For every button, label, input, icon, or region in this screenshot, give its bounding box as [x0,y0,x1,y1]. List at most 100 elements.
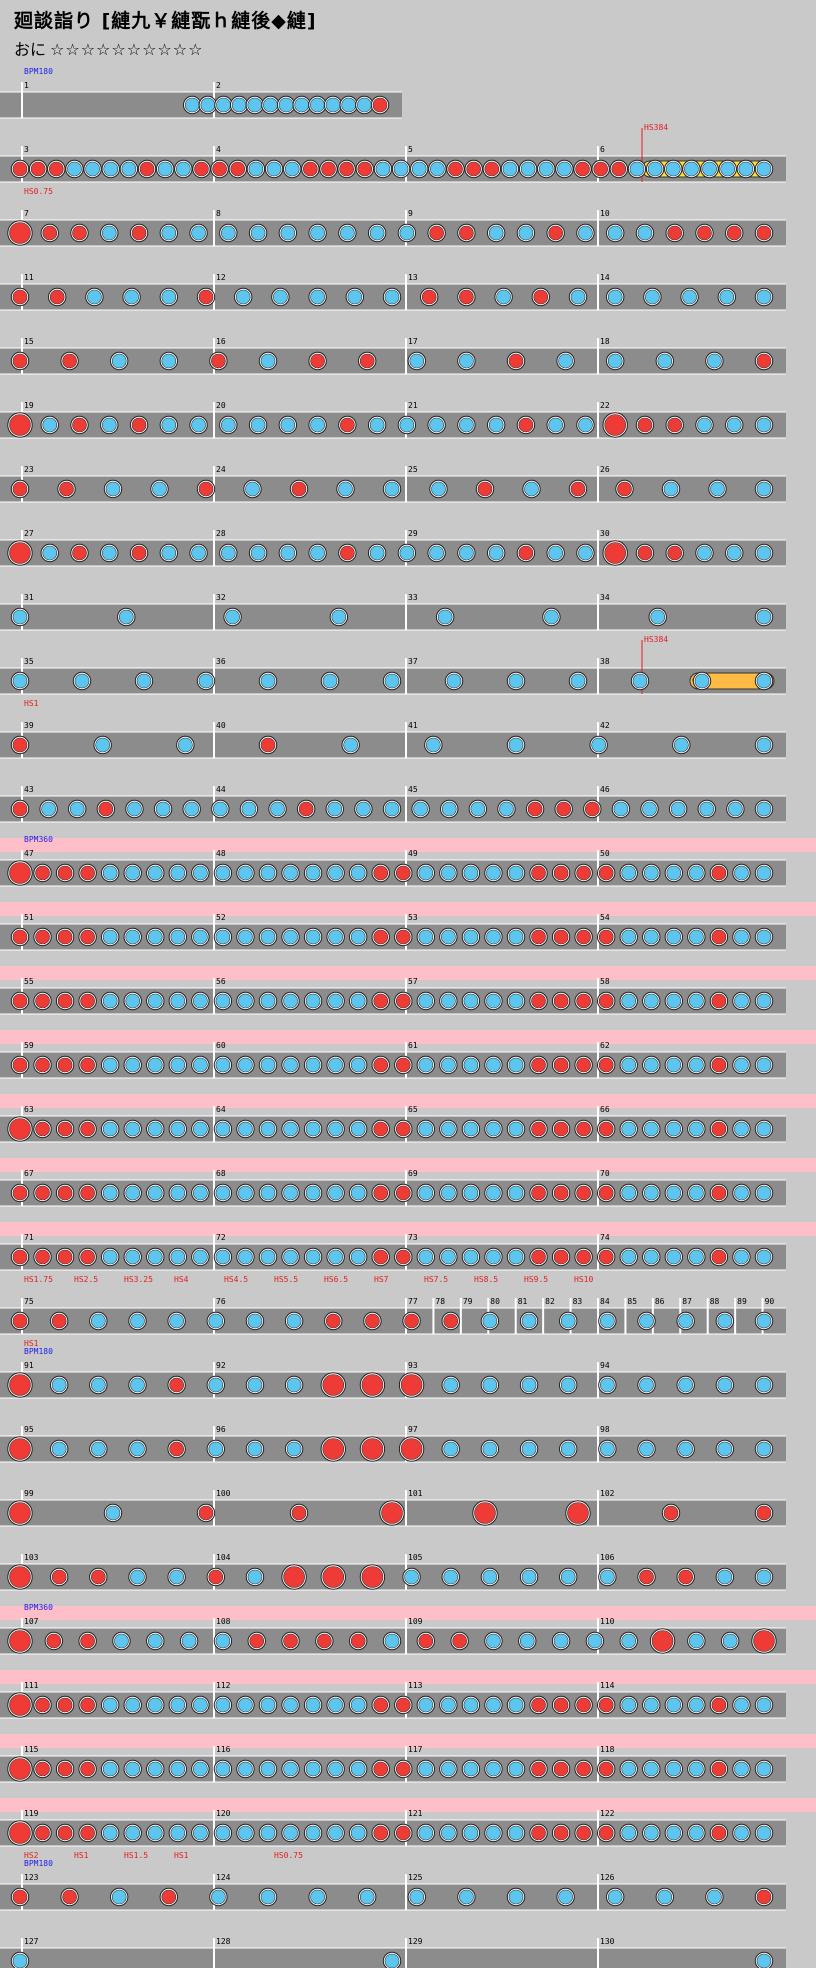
don-note [598,929,614,945]
measure-number: 4 [216,145,221,154]
ka-note [399,417,415,433]
scroll-change-label: HS8.5 [474,1275,498,1284]
don-note [598,1761,614,1777]
ka-note [689,1825,704,1841]
don-note [531,993,546,1009]
measure-number: 47 [24,849,34,858]
ka-note [136,673,152,689]
ka-note [418,1697,434,1713]
measure-number: 65 [408,1105,418,1114]
ka-note [215,1185,231,1201]
don-note [639,1569,654,1585]
scroll-change-label: HS1 [24,1339,39,1348]
don-note [340,545,355,561]
don-note [474,1502,496,1524]
don-note [98,801,114,817]
measure-number: 24 [216,465,226,474]
measure-number: 123 [24,1873,39,1882]
ka-note [756,1313,772,1329]
ka-note [629,161,645,177]
ka-note [280,545,296,561]
ka-note [418,1185,434,1201]
ka-note [756,1377,772,1393]
gogo-band [0,1158,816,1172]
ka-note [717,1569,733,1585]
ka-note [496,289,511,305]
don-note [131,545,147,561]
don-note [531,1249,546,1265]
ka-note [283,993,298,1009]
ka-note [87,289,102,305]
ka-note [170,1185,186,1201]
ka-note [482,1377,498,1393]
ka-note [347,289,363,305]
measure-number: 56 [216,977,226,986]
ka-note [260,1121,276,1137]
don-note [35,1249,50,1265]
don-note [373,993,389,1009]
ka-note [486,1697,501,1713]
bpm-change-label: BPM360 [24,1603,53,1612]
ka-note [260,993,276,1009]
ka-note [430,161,445,177]
measure-number: 46 [600,785,610,794]
ka-note [247,97,263,113]
measure-number: 16 [216,337,226,346]
ka-note [441,1185,456,1201]
don-note [339,161,354,177]
don-note [395,1697,411,1713]
don-note [57,1121,73,1137]
ka-note [215,1697,231,1713]
don-note [373,1697,389,1713]
ka-note [689,993,704,1009]
measure-number: 75 [24,1297,34,1306]
scroll-change-label: HS1 [174,1851,189,1860]
ka-note [325,97,341,113]
ka-note [102,929,118,945]
measure-number: 37 [408,657,418,666]
don-note [9,862,31,884]
ka-note [663,481,679,497]
ka-note [245,481,260,497]
measure-number: 103 [24,1553,39,1562]
measure-number: 95 [24,1425,34,1434]
don-note [576,865,591,881]
measure-number: 27 [24,529,34,538]
ka-note [102,1057,118,1073]
ka-note [639,1377,654,1393]
ka-note [666,1697,682,1713]
don-note [42,225,58,241]
ka-note [553,1633,569,1649]
don-note [553,993,569,1009]
don-note [400,1438,423,1460]
ka-note [181,1633,197,1649]
ka-note [328,1057,343,1073]
ka-note [225,609,240,625]
ka-note [591,737,606,753]
ka-note [124,289,139,305]
ka-note [235,289,251,305]
ka-note [463,1761,479,1777]
ka-note [101,417,117,433]
ka-note [103,161,119,177]
don-note [531,1185,546,1201]
measure-number: 10 [600,209,610,218]
ka-note [42,417,58,433]
don-note [459,289,474,305]
ka-note [518,225,534,241]
ka-note [328,1185,343,1201]
don-note [72,225,87,241]
gogo-band [0,1094,816,1108]
ka-note [161,353,177,369]
ka-note [443,1569,459,1585]
measure-number: 45 [408,785,418,794]
don-note [57,1825,73,1841]
ka-note [621,1249,637,1265]
ka-note [632,673,648,689]
ka-note [463,993,479,1009]
ka-note [193,929,208,945]
don-note [604,414,627,436]
ka-note [260,1249,276,1265]
ka-note [441,929,456,945]
don-note [35,865,50,881]
